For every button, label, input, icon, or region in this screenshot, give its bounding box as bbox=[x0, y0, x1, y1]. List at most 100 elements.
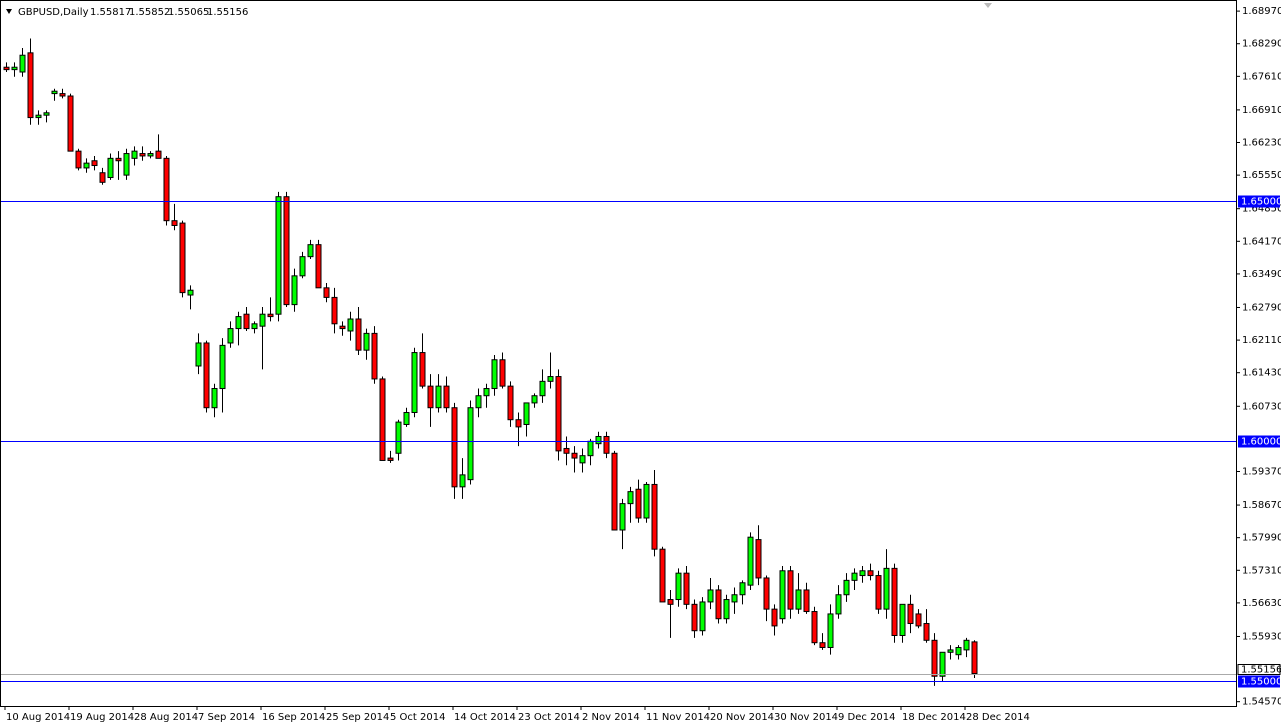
y-tick-label: 1.56630 bbox=[1242, 598, 1281, 609]
candle-body bbox=[595, 435, 602, 445]
candle-body bbox=[507, 385, 514, 421]
candle-body bbox=[435, 385, 442, 409]
x-tick-label: 28 Dec 2014 bbox=[966, 712, 1030, 723]
candle-body bbox=[483, 388, 490, 397]
y-tick-label: 1.64850 bbox=[1242, 204, 1281, 215]
y-tick-label: 1.63490 bbox=[1242, 269, 1281, 280]
candle-body bbox=[123, 153, 130, 176]
candle-body bbox=[307, 244, 314, 258]
candle-body bbox=[739, 582, 746, 596]
x-tick-label: 14 Oct 2014 bbox=[454, 712, 516, 723]
y-tick-label: 1.59370 bbox=[1242, 466, 1281, 477]
candle-body bbox=[915, 613, 922, 627]
candle-body bbox=[43, 112, 50, 116]
candle-body bbox=[155, 150, 162, 159]
y-tick-label: 1.58670 bbox=[1242, 500, 1281, 511]
candle-body bbox=[811, 611, 818, 644]
candle-body bbox=[891, 567, 898, 637]
candle-body bbox=[859, 570, 866, 577]
x-tick-label: 20 Nov 2014 bbox=[710, 712, 774, 723]
candle-body bbox=[427, 385, 434, 409]
x-tick-label: 16 Sep 2014 bbox=[262, 712, 325, 723]
candle-body bbox=[315, 244, 322, 289]
x-tick-label: 19 Aug 2014 bbox=[70, 712, 134, 723]
candle-body bbox=[147, 153, 154, 157]
candle-body bbox=[867, 570, 874, 577]
candle-body bbox=[203, 342, 210, 409]
candle-body bbox=[899, 603, 906, 637]
candle-body bbox=[299, 256, 306, 277]
x-tick-label: 9 Dec 2014 bbox=[838, 712, 896, 723]
candle-body bbox=[691, 603, 698, 632]
level-label: 1.55000 bbox=[1241, 677, 1281, 688]
candle-body bbox=[883, 567, 890, 610]
candle-body bbox=[563, 447, 570, 454]
candle-body bbox=[443, 385, 450, 409]
candle-body bbox=[587, 440, 594, 457]
candle-body bbox=[843, 579, 850, 596]
candle-body bbox=[451, 407, 458, 488]
x-tick-label: 5 Oct 2014 bbox=[390, 712, 445, 723]
candle-body bbox=[371, 332, 378, 380]
candle-body bbox=[379, 378, 386, 461]
candle-body bbox=[547, 376, 554, 382]
level-box bbox=[1238, 195, 1280, 208]
candle-body bbox=[75, 150, 82, 169]
x-tick-label: 23 Oct 2014 bbox=[518, 712, 580, 723]
candle-body bbox=[267, 313, 274, 318]
candle-body bbox=[171, 220, 178, 226]
candle-body bbox=[131, 150, 138, 159]
candle-body bbox=[803, 589, 810, 613]
candle-body bbox=[491, 359, 498, 390]
candle-body bbox=[779, 570, 786, 620]
candle-body bbox=[275, 196, 282, 315]
candle-body bbox=[603, 435, 610, 454]
candle-body bbox=[755, 539, 762, 579]
x-tick-label: 28 Aug 2014 bbox=[134, 712, 198, 723]
candle-body bbox=[939, 651, 946, 677]
x-tick-label: 18 Dec 2014 bbox=[902, 712, 966, 723]
candle-body bbox=[723, 599, 730, 620]
symbol-title: GBPUSD,Daily bbox=[18, 7, 89, 18]
open-price: 1.55817 bbox=[90, 7, 131, 18]
candle-body bbox=[819, 642, 826, 648]
candle-body bbox=[283, 196, 290, 306]
y-tick-label: 1.55930 bbox=[1242, 631, 1281, 642]
candle-body bbox=[219, 344, 226, 390]
high-price: 1.55852 bbox=[129, 7, 170, 18]
candle-body bbox=[259, 313, 266, 327]
y-tick-label: 1.68290 bbox=[1242, 39, 1281, 50]
candle-body bbox=[339, 325, 346, 330]
candle-body bbox=[411, 352, 418, 414]
bid-label: 1.55156 bbox=[1241, 665, 1281, 676]
x-tick-label: 11 Nov 2014 bbox=[646, 712, 710, 723]
y-tick-label: 1.62110 bbox=[1242, 335, 1281, 346]
candle-body bbox=[35, 114, 42, 119]
menu-arrow[interactable] bbox=[6, 9, 12, 14]
y-tick-label: 1.66910 bbox=[1242, 105, 1281, 116]
candle-body bbox=[83, 162, 90, 169]
candle-body bbox=[475, 395, 482, 409]
candle-body bbox=[787, 570, 794, 610]
candle-body bbox=[3, 66, 10, 71]
bid-box bbox=[1237, 664, 1281, 675]
candle-body bbox=[579, 455, 586, 464]
candle-body bbox=[875, 575, 882, 610]
candle-body bbox=[467, 407, 474, 481]
candle-body bbox=[459, 474, 466, 488]
y-tick-label: 1.66230 bbox=[1242, 138, 1281, 149]
candle-body bbox=[835, 594, 842, 615]
candle-body bbox=[851, 572, 858, 581]
candle-body bbox=[419, 352, 426, 387]
y-tick-label: 1.67610 bbox=[1242, 71, 1281, 82]
candle-body bbox=[51, 90, 58, 95]
y-tick-label: 1.65550 bbox=[1242, 170, 1281, 181]
x-tick-label: 7 Sep 2014 bbox=[198, 712, 255, 723]
x-tick-label: 10 Aug 2014 bbox=[6, 712, 70, 723]
y-tick-label: 1.57310 bbox=[1242, 565, 1281, 576]
candle-body bbox=[923, 623, 930, 641]
candle-body bbox=[795, 589, 802, 610]
x-tick-label: 30 Nov 2014 bbox=[774, 712, 838, 723]
candle-body bbox=[211, 388, 218, 409]
